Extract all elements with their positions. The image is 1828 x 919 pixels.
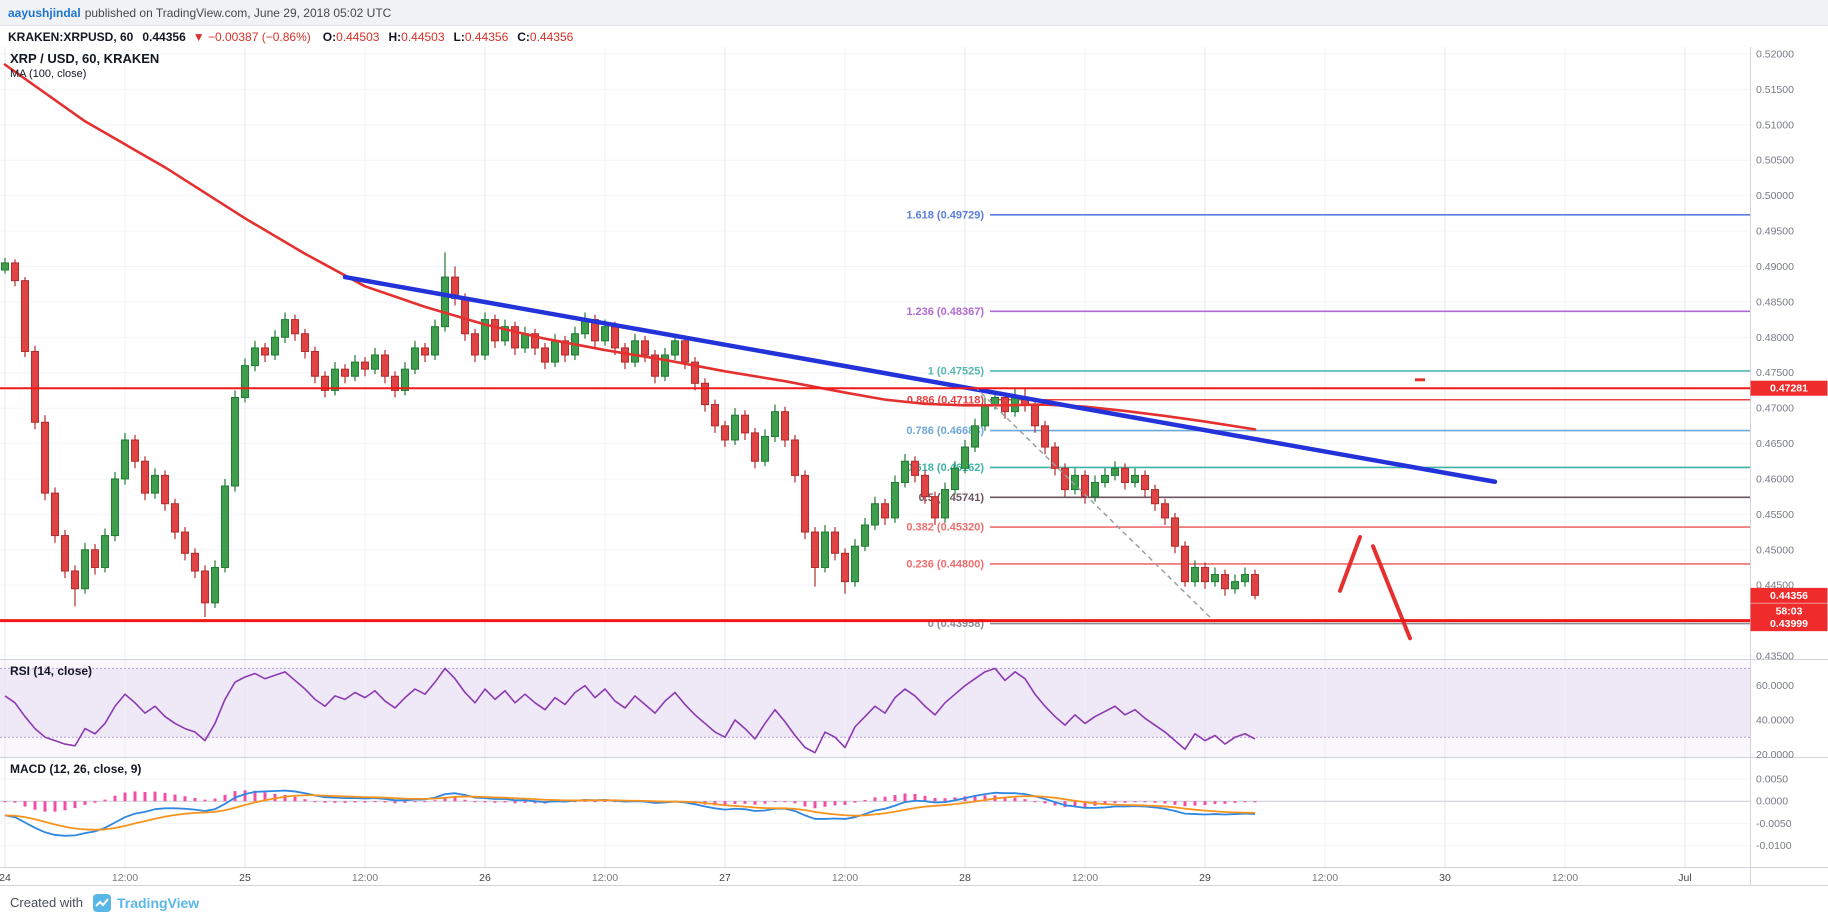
svg-text:12:00: 12:00	[1552, 872, 1578, 884]
svg-text:1.236 (0.48367): 1.236 (0.48367)	[906, 306, 984, 318]
svg-text:28: 28	[959, 872, 971, 884]
svg-text:0.45500: 0.45500	[1756, 509, 1794, 521]
svg-text:1.618 (0.49729): 1.618 (0.49729)	[906, 209, 984, 221]
open-value: O:0.44503	[322, 29, 380, 44]
svg-text:40.0000: 40.0000	[1756, 715, 1794, 727]
svg-text:0.44356: 0.44356	[1770, 590, 1808, 602]
svg-text:0.50500: 0.50500	[1756, 155, 1794, 167]
svg-text:-0.0100: -0.0100	[1756, 840, 1792, 852]
price-change: ▼ −0.00387 (−0.86%)	[193, 30, 311, 44]
macd-plot	[3, 789, 1257, 837]
svg-text:58:03: 58:03	[1776, 605, 1803, 617]
svg-text:0.47000: 0.47000	[1756, 403, 1794, 415]
svg-text:0.786 (0.46683): 0.786 (0.46683)	[906, 425, 984, 437]
red-arrow-marks[interactable]	[1338, 378, 1425, 641]
footer: Created with TradingView	[0, 886, 1828, 919]
svg-text:0.43500: 0.43500	[1756, 650, 1794, 662]
svg-text:0.48500: 0.48500	[1756, 296, 1794, 308]
svg-text:26: 26	[479, 872, 491, 884]
svg-text:12:00: 12:00	[352, 872, 378, 884]
ma-100-line	[3, 63, 1257, 431]
close-value: C:0.44356	[517, 29, 574, 44]
svg-text:25: 25	[239, 872, 251, 884]
attribution-text: published on TradingView.com, June 29, 2…	[84, 5, 392, 20]
chart-region: 1.618 (0.49729) 1.236 (0.48367) 1 (0.47525…	[0, 47, 1828, 886]
svg-text:27: 27	[719, 872, 731, 884]
symbol-info-bar: KRAKEN:XRPUSD, 60 0.44356 ▼ −0.00387 (−0…	[0, 26, 1828, 47]
svg-text:-0.0050: -0.0050	[1756, 818, 1792, 830]
svg-text:0.46500: 0.46500	[1756, 438, 1794, 450]
svg-text:12:00: 12:00	[112, 872, 138, 884]
svg-text:0.236 (0.44800): 0.236 (0.44800)	[906, 558, 984, 570]
svg-text:12:00: 12:00	[1312, 872, 1338, 884]
svg-text:12:00: 12:00	[1072, 872, 1098, 884]
svg-text:0.49000: 0.49000	[1756, 261, 1794, 273]
svg-text:30: 30	[1439, 872, 1451, 884]
svg-text:24: 24	[0, 872, 11, 884]
fib-retracement[interactable]: 1.618 (0.49729) 1.236 (0.48367) 1 (0.47525…	[906, 209, 1750, 630]
svg-text:60.0000: 60.0000	[1756, 680, 1794, 692]
gridlines	[0, 47, 1750, 868]
svg-text:0.51500: 0.51500	[1756, 84, 1794, 96]
tradingview-logo[interactable]	[92, 893, 111, 912]
rsi-plot	[4, 667, 1256, 754]
trend-line[interactable]	[342, 274, 1498, 485]
last-price: 0.44356	[142, 29, 186, 44]
svg-text:0.47281: 0.47281	[1770, 383, 1808, 395]
tradingview-brand-link[interactable]: TradingView	[116, 894, 200, 911]
created-with-text: Created with	[10, 895, 83, 910]
svg-text:20.0000: 20.0000	[1756, 749, 1794, 761]
attribution-bar: aayushjindal published on TradingView.co…	[0, 0, 1828, 26]
svg-text:12:00: 12:00	[832, 872, 858, 884]
svg-text:0.382 (0.45320): 0.382 (0.45320)	[906, 522, 984, 534]
time-axis[interactable]: 24 12:00 25 12:00 26 12:00 27 12:00 28 12:00 29 12:…	[0, 868, 1750, 885]
pane-backgrounds	[0, 660, 1750, 757]
svg-text:0.50000: 0.50000	[1756, 190, 1794, 202]
symbol-name: KRAKEN:XRPUSD, 60	[8, 29, 134, 44]
svg-text:0.51000: 0.51000	[1756, 119, 1794, 131]
down-triangle-icon: ▼	[192, 29, 205, 44]
svg-text:0.48000: 0.48000	[1756, 332, 1794, 344]
svg-text:1 (0.47525): 1 (0.47525)	[928, 365, 985, 377]
chart-canvas[interactable]: 1.618 (0.49729) 1.236 (0.48367) 1 (0.47525…	[0, 47, 1828, 886]
svg-text:0.47500: 0.47500	[1756, 367, 1794, 379]
svg-text:12:00: 12:00	[592, 872, 618, 884]
horizontal-alert-lines[interactable]	[0, 387, 1750, 623]
svg-text:0.0000: 0.0000	[1756, 796, 1788, 808]
svg-text:0.52000: 0.52000	[1756, 49, 1794, 61]
author-link[interactable]: aayushjindal	[8, 5, 81, 20]
svg-text:Jul: Jul	[1678, 872, 1691, 884]
dashed-guide-line[interactable]	[974, 386, 1216, 623]
pane-separators	[0, 47, 1828, 886]
svg-text:0.0050: 0.0050	[1756, 774, 1788, 786]
change-value: −0.00387 (−0.86%)	[207, 29, 311, 44]
svg-text:0.49500: 0.49500	[1756, 226, 1794, 238]
candles[interactable]	[1, 252, 1259, 618]
svg-text:0.43999: 0.43999	[1770, 618, 1808, 630]
price-tags: 0.47281 0.44356 58:030.43999	[1750, 380, 1828, 632]
svg-text:0.46000: 0.46000	[1756, 473, 1794, 485]
high-value: H:0.44503	[388, 29, 445, 44]
svg-text:29: 29	[1199, 872, 1211, 884]
svg-text:0.45000: 0.45000	[1756, 544, 1794, 556]
price-axis[interactable]: 0.52000 0.51500 0.51000 0.50500 0.50000 0.495…	[1756, 49, 1794, 853]
low-value: L:0.44356	[453, 29, 509, 44]
